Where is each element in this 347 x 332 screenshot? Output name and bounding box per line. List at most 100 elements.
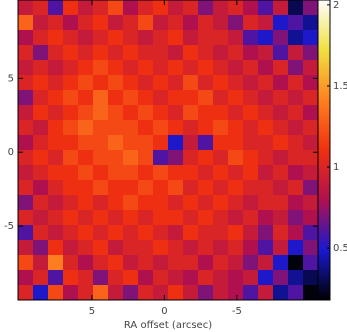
heatmap-cell bbox=[18, 120, 34, 136]
heatmap-cell bbox=[123, 165, 139, 181]
heatmap-cell bbox=[153, 45, 169, 61]
heatmap-cell bbox=[108, 45, 124, 61]
heatmap-cell bbox=[108, 60, 124, 76]
heatmap-cell bbox=[198, 75, 214, 91]
heatmap-cell bbox=[48, 210, 64, 226]
heatmap-cell bbox=[78, 105, 94, 121]
heatmap-cell bbox=[303, 255, 319, 271]
heatmap-cell bbox=[48, 90, 64, 106]
heatmap-cell bbox=[18, 225, 34, 241]
heatmap-cell bbox=[303, 210, 319, 226]
heatmap-cell bbox=[168, 15, 184, 31]
heatmap-cell bbox=[18, 90, 34, 106]
heatmap-cell bbox=[63, 105, 79, 121]
heatmap-cell bbox=[48, 165, 64, 181]
heatmap-cell bbox=[63, 30, 79, 46]
heatmap-cell bbox=[18, 75, 34, 91]
heatmap-cell bbox=[48, 195, 64, 211]
heatmap-cell bbox=[48, 240, 64, 256]
heatmap-cell bbox=[243, 105, 259, 121]
heatmap-cell bbox=[258, 285, 274, 301]
heatmap-cell bbox=[168, 135, 184, 151]
heatmap-cell bbox=[153, 150, 169, 166]
y-tick-label: -5 bbox=[4, 221, 14, 232]
heatmap-cell bbox=[288, 105, 304, 121]
heatmap-cell bbox=[153, 255, 169, 271]
heatmap-cell bbox=[93, 45, 109, 61]
heatmap-cell bbox=[33, 180, 49, 196]
heatmap-cell bbox=[168, 60, 184, 76]
heatmap-cell bbox=[153, 120, 169, 136]
heatmap-cell bbox=[288, 285, 304, 301]
heatmap-cell bbox=[138, 180, 154, 196]
heatmap-cell bbox=[228, 0, 244, 16]
heatmap-cell bbox=[288, 75, 304, 91]
heatmap-cell bbox=[93, 270, 109, 286]
heatmap-cell bbox=[198, 120, 214, 136]
heatmap-cell bbox=[138, 75, 154, 91]
heatmap-cell bbox=[213, 90, 229, 106]
heatmap-cell bbox=[138, 165, 154, 181]
heatmap-cell bbox=[228, 285, 244, 301]
heatmap-cell bbox=[228, 270, 244, 286]
heatmap-cell bbox=[213, 270, 229, 286]
heatmap-cell bbox=[138, 15, 154, 31]
heatmap-cell bbox=[138, 105, 154, 121]
heatmap-cell bbox=[78, 45, 94, 61]
heatmap-cell bbox=[48, 0, 64, 16]
heatmap-cell bbox=[243, 165, 259, 181]
heatmap-cell bbox=[78, 165, 94, 181]
heatmap-cell bbox=[33, 210, 49, 226]
heatmap-cell bbox=[288, 15, 304, 31]
heatmap-cell bbox=[108, 90, 124, 106]
heatmap-cell bbox=[228, 105, 244, 121]
heatmap-cell bbox=[183, 75, 199, 91]
heatmap-cell bbox=[213, 285, 229, 301]
heatmap-cell bbox=[303, 75, 319, 91]
colorbar-tick-label: 0.5 bbox=[333, 243, 347, 254]
heatmap-cell bbox=[273, 210, 289, 226]
heatmap-cell bbox=[63, 150, 79, 166]
heatmap-cell bbox=[258, 180, 274, 196]
heatmap-cell bbox=[213, 45, 229, 61]
heatmap-cell bbox=[18, 30, 34, 46]
heatmap-cell bbox=[48, 30, 64, 46]
heatmap-cell bbox=[18, 195, 34, 211]
heatmap-cell bbox=[243, 15, 259, 31]
heatmap-cell bbox=[198, 60, 214, 76]
heatmap-cell bbox=[198, 210, 214, 226]
heatmap-cell bbox=[123, 75, 139, 91]
heatmap-cell bbox=[93, 60, 109, 76]
heatmap-cell bbox=[123, 285, 139, 301]
heatmap-cell bbox=[78, 240, 94, 256]
heatmap-cell bbox=[18, 165, 34, 181]
heatmap-cell bbox=[273, 240, 289, 256]
heatmap-cell bbox=[228, 135, 244, 151]
heatmap-cell bbox=[138, 150, 154, 166]
heatmap-cell bbox=[228, 60, 244, 76]
colorbar-tick-label: 1.5 bbox=[333, 81, 347, 92]
heatmap-cell bbox=[33, 45, 49, 61]
heatmap-cell bbox=[123, 225, 139, 241]
heatmap-cell bbox=[93, 180, 109, 196]
heatmap-cell bbox=[33, 165, 49, 181]
x-tick-label: 0 bbox=[161, 306, 167, 317]
heatmap-cell bbox=[153, 15, 169, 31]
heatmap-cell bbox=[213, 165, 229, 181]
heatmap-cell bbox=[303, 135, 319, 151]
heatmap-cell bbox=[183, 30, 199, 46]
heatmap-cell bbox=[243, 285, 259, 301]
heatmap-cell bbox=[18, 255, 34, 271]
heatmap-cell bbox=[108, 135, 124, 151]
heatmap-cell bbox=[258, 135, 274, 151]
heatmap-cell bbox=[138, 0, 154, 16]
heatmap-cell bbox=[228, 210, 244, 226]
heatmap-cell bbox=[108, 30, 124, 46]
heatmap-cell bbox=[213, 240, 229, 256]
heatmap-cell bbox=[18, 60, 34, 76]
heatmap-cell bbox=[168, 165, 184, 181]
heatmap-cell bbox=[243, 30, 259, 46]
heatmap-cell bbox=[258, 240, 274, 256]
heatmap-cell bbox=[183, 105, 199, 121]
heatmap-cell bbox=[273, 60, 289, 76]
